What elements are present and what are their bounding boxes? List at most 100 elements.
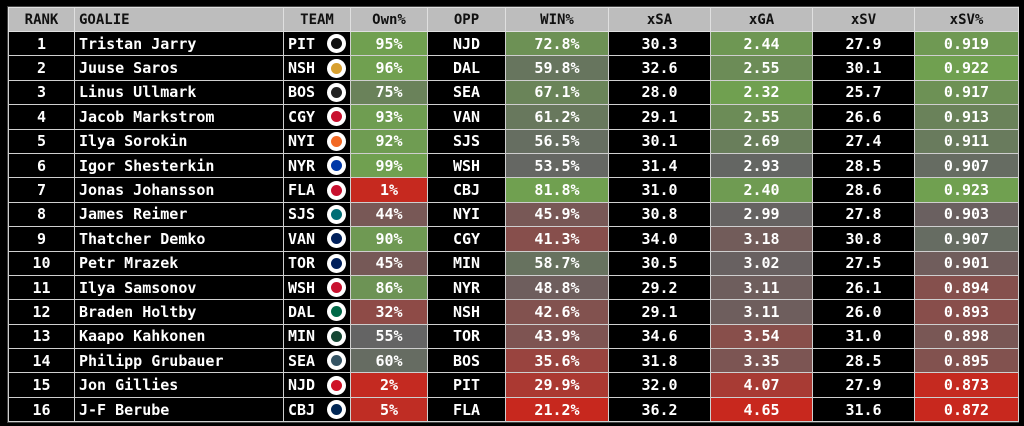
team-logo-icon (322, 152, 351, 179)
cell-xsv: 27.9 (812, 372, 915, 398)
cell-xsa: 30.8 (608, 201, 711, 228)
cell-xsv: 28.5 (812, 152, 915, 179)
cell-team: CGY (283, 104, 323, 130)
cell-rank: 13 (8, 323, 75, 350)
cell-xga: 3.35 (710, 348, 813, 374)
cell-goalie: James Reimer (74, 201, 284, 228)
cell-xsa: 29.1 (608, 104, 711, 130)
team-logo-icon (322, 55, 351, 81)
table-row: 16 J-F Berube CBJ 5% FLA 21.2% 36.2 4.65 31.6 0.8… (8, 396, 1019, 423)
cell-goalie: J-F Berube (74, 396, 284, 423)
table-row: 3 Linus Ullmark BOS 75% SEA 67.1% 28.0 2.32 25.7… (8, 79, 1019, 106)
cell-goalie: Igor Shesterkin (74, 152, 284, 179)
cell-goalie: Philipp Grubauer (74, 348, 284, 374)
cell-rank: 2 (8, 55, 75, 81)
table-row: 5 Ilya Sorokin NYI 92% SJS 56.5% 30.1 2.69 27.4 0… (8, 128, 1019, 154)
cell-team: VAN (283, 226, 323, 252)
team-logo-icon (322, 299, 351, 325)
cell-xsv: 27.9 (812, 30, 915, 57)
column-header: xSA (608, 7, 711, 32)
cell-win-pct: 43.9% (505, 323, 609, 350)
column-header: RANK (8, 7, 75, 32)
table-row: 1 Tristan Jarry PIT 95% NJD 72.8% 30.3 2.44 27.9… (8, 30, 1019, 57)
cell-xsv-pct: 0.907 (914, 152, 1019, 179)
cell-opp: NYI (427, 201, 506, 228)
cell-xsa: 30.1 (608, 128, 711, 154)
cell-xsv-pct: 0.913 (914, 104, 1019, 130)
team-logo-icon (322, 104, 351, 130)
cell-xsv-pct: 0.894 (914, 274, 1019, 301)
cell-opp: VAN (427, 104, 506, 130)
cell-rank: 11 (8, 274, 75, 301)
cell-win-pct: 56.5% (505, 128, 609, 154)
cell-xsa: 32.6 (608, 55, 711, 81)
cell-team: NJD (283, 372, 323, 398)
cell-own-pct: 86% (350, 274, 428, 301)
cell-rank: 7 (8, 177, 75, 203)
cell-team: CBJ (283, 396, 323, 423)
cell-own-pct: 55% (350, 323, 428, 350)
cell-xsa: 34.6 (608, 323, 711, 350)
cell-opp: BOS (427, 348, 506, 374)
cell-team: SJS (283, 201, 323, 228)
cell-xsv-pct: 0.922 (914, 55, 1019, 81)
cell-xsv-pct: 0.923 (914, 177, 1019, 203)
cell-opp: WSH (427, 152, 506, 179)
cell-rank: 1 (8, 30, 75, 57)
cell-team: BOS (283, 79, 323, 106)
cell-goalie: Ilya Sorokin (74, 128, 284, 154)
cell-xsv-pct: 0.919 (914, 30, 1019, 57)
cell-rank: 15 (8, 372, 75, 398)
cell-team: NYR (283, 152, 323, 179)
cell-own-pct: 93% (350, 104, 428, 130)
cell-xga: 3.11 (710, 299, 813, 325)
cell-goalie: Linus Ullmark (74, 79, 284, 106)
cell-xsv: 28.6 (812, 177, 915, 203)
team-logo-icon (322, 226, 351, 252)
cell-opp: NSH (427, 299, 506, 325)
cell-win-pct: 41.3% (505, 226, 609, 252)
cell-xga: 4.07 (710, 372, 813, 398)
cell-win-pct: 45.9% (505, 201, 609, 228)
cell-win-pct: 67.1% (505, 79, 609, 106)
cell-xsv-pct: 0.898 (914, 323, 1019, 350)
cell-xga: 2.32 (710, 79, 813, 106)
cell-team: FLA (283, 177, 323, 203)
cell-team: NYI (283, 128, 323, 154)
cell-goalie: Juuse Saros (74, 55, 284, 81)
cell-xga: 2.40 (710, 177, 813, 203)
cell-opp: FLA (427, 396, 506, 423)
cell-xsv: 26.6 (812, 104, 915, 130)
team-logo-icon (322, 201, 351, 228)
cell-xsa: 32.0 (608, 372, 711, 398)
cell-xsa: 30.3 (608, 30, 711, 57)
cell-rank: 9 (8, 226, 75, 252)
cell-xsv-pct: 0.903 (914, 201, 1019, 228)
cell-goalie: Jonas Johansson (74, 177, 284, 203)
cell-xsa: 30.5 (608, 250, 711, 276)
table-row: 12 Braden Holtby DAL 32% NSH 42.6% 29.1 3.11 26.… (8, 299, 1019, 325)
team-logo-icon (322, 30, 351, 57)
cell-opp: NYR (427, 274, 506, 301)
cell-team: MIN (283, 323, 323, 350)
cell-opp: SEA (427, 79, 506, 106)
cell-goalie: Kaapo Kahkonen (74, 323, 284, 350)
team-logo-icon (322, 396, 351, 423)
cell-win-pct: 48.8% (505, 274, 609, 301)
cell-xsv-pct: 0.907 (914, 226, 1019, 252)
cell-xsv-pct: 0.911 (914, 128, 1019, 154)
goalie-table: RANK GOALIE TEAM Own% OPP WIN% xSA xGA xSV xSV% 1… (7, 6, 1019, 424)
cell-xsa: 31.8 (608, 348, 711, 374)
team-logo-icon (322, 348, 351, 374)
cell-own-pct: 5% (350, 396, 428, 423)
cell-xsv: 27.5 (812, 250, 915, 276)
team-logo-icon (322, 372, 351, 398)
team-logo-icon (322, 128, 351, 154)
cell-own-pct: 95% (350, 30, 428, 57)
cell-opp: PIT (427, 372, 506, 398)
team-logo-icon (322, 177, 351, 203)
cell-own-pct: 45% (350, 250, 428, 276)
cell-xsa: 29.1 (608, 299, 711, 325)
cell-own-pct: 1% (350, 177, 428, 203)
cell-xga: 3.02 (710, 250, 813, 276)
